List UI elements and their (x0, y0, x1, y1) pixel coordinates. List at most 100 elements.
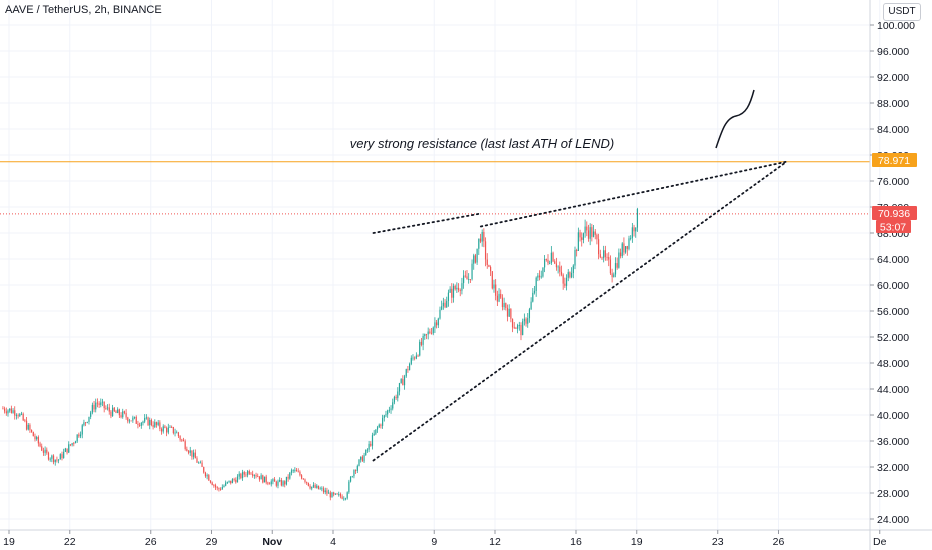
candle-body (150, 420, 153, 425)
candle-body (130, 420, 132, 422)
candle-body (176, 432, 178, 434)
candle-body (79, 434, 82, 437)
candle-body (545, 259, 547, 260)
candle-body (355, 470, 357, 471)
candle-body (83, 422, 85, 426)
candle-body (523, 318, 525, 322)
candle-body (343, 498, 345, 500)
candle-body (554, 261, 556, 264)
x-tick-label: 26 (145, 536, 157, 548)
candle-body (118, 409, 120, 416)
candle-body (100, 402, 102, 405)
candle-body (274, 479, 276, 482)
candle-body (452, 285, 455, 298)
candle-body (85, 422, 87, 424)
candle-body (260, 475, 262, 480)
candle-body (74, 441, 77, 444)
candle-body (510, 308, 512, 319)
candle-body (108, 407, 110, 412)
candle-body (133, 416, 136, 418)
y-tick-label: 100.000 (877, 20, 915, 32)
candle-body (395, 396, 397, 399)
x-tick-label: 26 (773, 536, 785, 548)
candle-body (552, 252, 554, 262)
candle-body (135, 416, 137, 424)
candle-body (356, 465, 358, 471)
candle-body (503, 303, 505, 308)
candle-body (432, 327, 434, 334)
candle-body (203, 467, 205, 473)
candle-body (594, 231, 596, 235)
candle-body (506, 307, 509, 317)
candle-body (564, 283, 566, 286)
candle-body (137, 423, 139, 425)
candle-body (86, 421, 88, 423)
candle-body (73, 443, 75, 444)
candle-body (636, 209, 639, 228)
candle-body (463, 275, 465, 284)
candle-body (280, 480, 282, 486)
candle-body (422, 336, 424, 345)
candle-body (454, 285, 456, 290)
candle-body (388, 409, 390, 411)
candle-body (419, 341, 421, 356)
candle-body (351, 476, 353, 478)
candle-body (517, 325, 519, 329)
candle-body (317, 485, 320, 490)
candle-body (631, 227, 633, 239)
candle-body (279, 480, 281, 482)
candle-body (464, 275, 466, 277)
candle-body (486, 259, 488, 265)
candle-body (591, 227, 593, 237)
trend-line-upper (479, 160, 788, 228)
candle-body (243, 472, 245, 475)
candle-body (385, 414, 387, 416)
candle-body (549, 263, 551, 264)
resistance-annotation: very strong resistance (last last ATH of… (350, 136, 614, 151)
projection-curve (715, 89, 755, 149)
time-axis[interactable]: 19 22 26 29 Nov 4 9 12 16 19 23 26 De (3, 530, 887, 548)
candle-body (282, 481, 284, 486)
candle-body (400, 378, 402, 384)
candle-body (571, 273, 573, 278)
candle-body (446, 300, 448, 308)
candle-body (49, 458, 51, 460)
candle-body (46, 449, 48, 453)
candle-body (52, 455, 55, 463)
candle-body (316, 485, 318, 488)
candles (2, 207, 639, 501)
candle-body (93, 404, 95, 410)
candle-body (191, 450, 193, 457)
candle-body (361, 456, 363, 462)
candle-body (106, 407, 109, 409)
candle-body (599, 254, 601, 258)
candle-body (125, 412, 127, 418)
resistance-price-tag: 78.971 (872, 153, 917, 167)
candle-body (365, 449, 367, 456)
candle-body (366, 449, 369, 451)
candle-body (263, 476, 266, 483)
candle-body (376, 427, 379, 430)
candle-body (439, 309, 441, 319)
candle-body (301, 475, 303, 479)
candle-body (144, 417, 146, 422)
candle-body (619, 252, 622, 257)
candle-body (478, 238, 480, 249)
candle-body (226, 481, 228, 483)
candle-body (565, 277, 568, 286)
candle-body (581, 237, 583, 240)
candle-body (319, 488, 321, 490)
x-tick-label: 19 (3, 536, 15, 548)
candle-body (567, 272, 569, 278)
candle-body (437, 318, 439, 326)
candle-body (577, 232, 579, 251)
candle-body (177, 432, 180, 437)
candle-body (333, 492, 335, 495)
candle-body (199, 462, 201, 464)
candle-body (9, 408, 11, 411)
candle-body (311, 486, 313, 489)
candle-body (186, 448, 188, 452)
currency-button[interactable]: USDT (883, 3, 921, 21)
candle-body (417, 355, 419, 357)
